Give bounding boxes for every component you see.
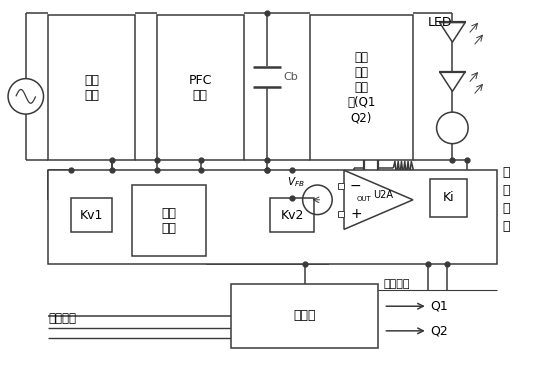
- Text: Kv2: Kv2: [281, 209, 304, 222]
- Bar: [48, 15, 135, 160]
- Bar: [310, 15, 413, 160]
- Bar: [338, 183, 344, 189]
- Text: LED: LED: [428, 16, 452, 29]
- Text: Q1: Q1: [431, 300, 449, 313]
- Text: OUT: OUT: [356, 196, 371, 202]
- Bar: [132, 185, 206, 256]
- Bar: [48, 170, 497, 264]
- Text: 调光输入: 调光输入: [48, 312, 77, 324]
- Bar: [270, 198, 315, 232]
- Text: 控
制
模
块: 控 制 模 块: [503, 166, 510, 233]
- Text: 控制
电路: 控制 电路: [162, 207, 177, 234]
- Bar: [430, 179, 467, 217]
- Text: Cb: Cb: [283, 72, 297, 82]
- Bar: [71, 198, 112, 232]
- Bar: [231, 284, 379, 348]
- Bar: [157, 15, 244, 160]
- Text: 单片机: 单片机: [294, 309, 316, 322]
- Text: −: −: [350, 179, 361, 193]
- Text: Q2: Q2: [431, 324, 449, 338]
- Text: U2A: U2A: [374, 190, 394, 200]
- Text: Kv1: Kv1: [80, 209, 103, 222]
- Text: $V_{FB}$: $V_{FB}$: [287, 175, 305, 189]
- Text: +: +: [350, 207, 361, 220]
- Text: 恒流
谐振
变换
器(Q1
Q2): 恒流 谐振 变换 器(Q1 Q2): [347, 51, 375, 124]
- Bar: [338, 211, 344, 217]
- Text: 调光输出: 调光输出: [384, 279, 410, 288]
- Text: 整流
电路: 整流 电路: [85, 74, 100, 102]
- Text: Ki: Ki: [443, 191, 454, 204]
- Text: PFC
电路: PFC 电路: [188, 74, 212, 102]
